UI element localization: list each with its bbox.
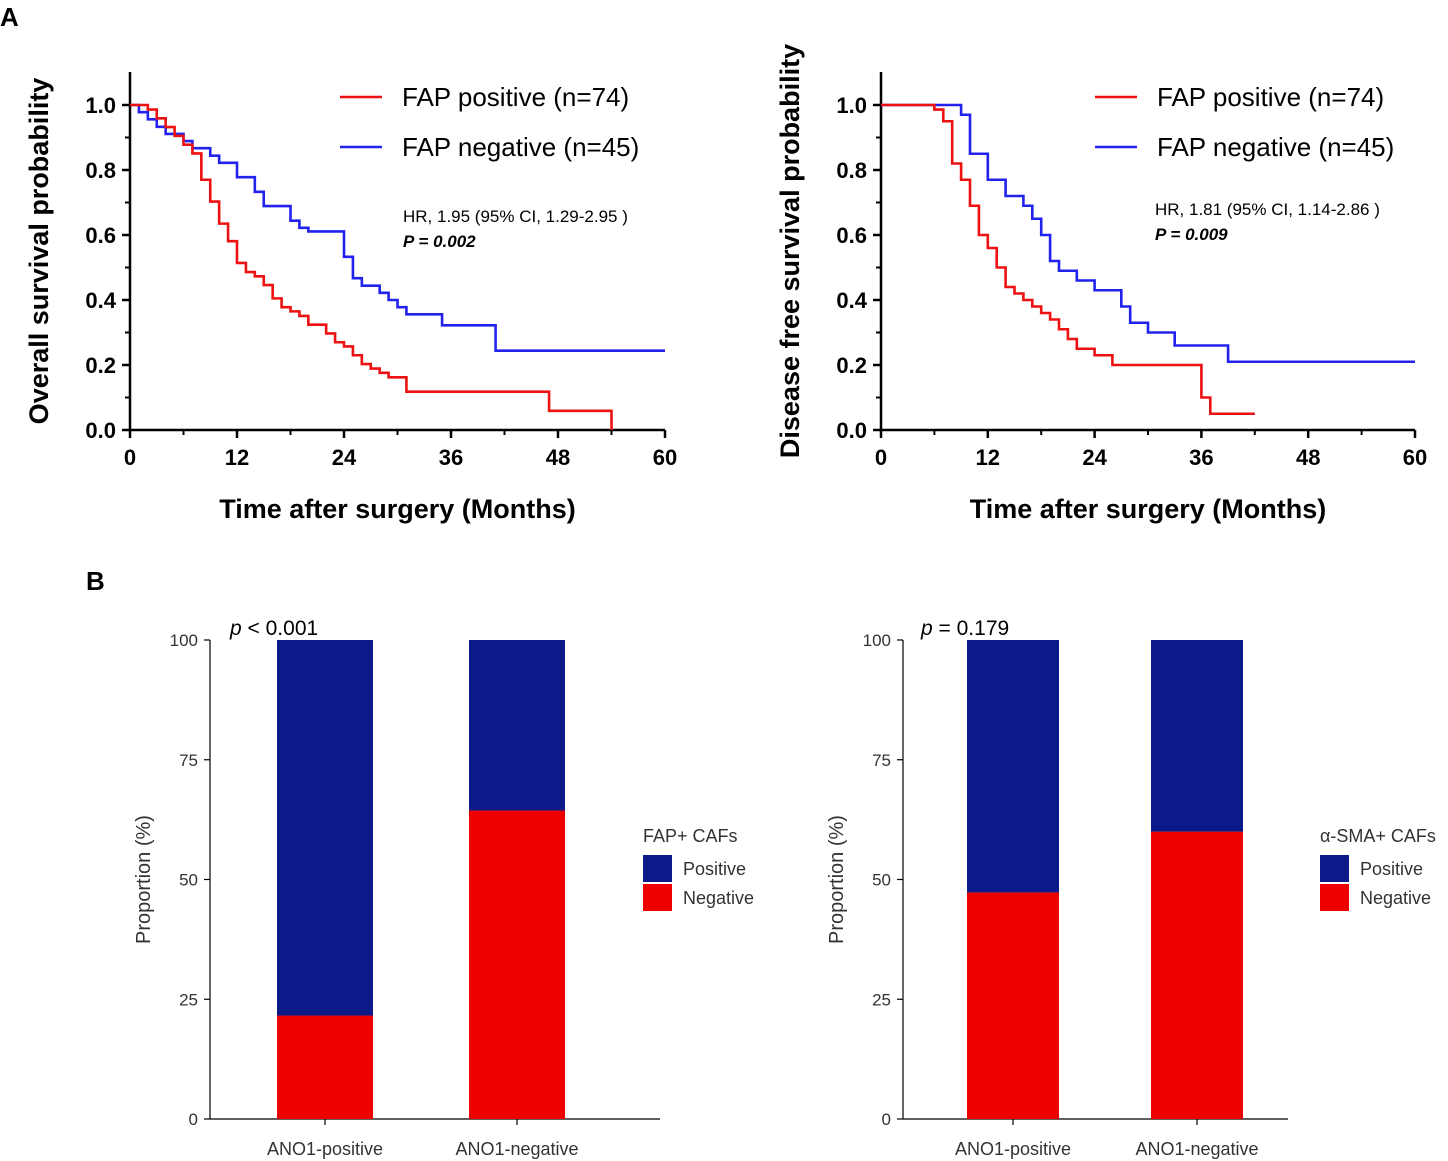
legend-swatch-negative	[643, 884, 672, 911]
bar-segment-positive	[469, 640, 565, 811]
x-tick-label: 36	[439, 445, 463, 470]
bar-segment-negative	[277, 1015, 373, 1119]
y-tick-label: 0.4	[836, 288, 867, 313]
legend-label: FAP positive (n=74)	[402, 82, 629, 112]
disease-free-survival-chart: 0.0 0.2 0.4 0.6 0.8 1.0 0 12 24 36 48 60 Time after …	[775, 44, 1427, 524]
y-tick-label: 0	[189, 1110, 198, 1129]
y-tick-label: 25	[179, 990, 198, 1009]
survival-curve-fap-negative	[130, 103, 665, 352]
y-tick-label: 100	[170, 631, 198, 650]
sma-caf-bar-chart: 0 25 50 75 100 Proportion (%) ANO1-positive ANO…	[826, 617, 1436, 1159]
x-tick-label: 24	[1082, 445, 1107, 470]
x-tick-label: ANO1-negative	[455, 1139, 578, 1159]
y-tick-label: 50	[872, 871, 891, 890]
x-tick-label: ANO1-positive	[955, 1139, 1071, 1159]
y-tick-label: 0.6	[85, 223, 116, 248]
y-tick-label: 0.8	[85, 158, 116, 183]
survival-curve-fap-positive	[130, 103, 613, 430]
legend-title: FAP+ CAFs	[643, 826, 738, 846]
y-axis-label: Overall survival probability	[24, 78, 54, 425]
y-tick-label: 0.2	[85, 353, 116, 378]
legend-label: Negative	[1360, 888, 1431, 908]
p-symbol: p	[920, 617, 933, 640]
y-tick-label: 0.0	[836, 418, 867, 443]
y-tick-label: 1.0	[836, 93, 867, 118]
p-value-text: p = 0.179	[920, 617, 1009, 640]
y-tick-label: 75	[872, 751, 891, 770]
x-tick-label: ANO1-negative	[1135, 1139, 1258, 1159]
bar-segment-negative	[967, 892, 1059, 1119]
y-tick-label: 0	[882, 1110, 891, 1129]
hazard-ratio-text: HR, 1.81 (95% CI, 1.14-2.86 )	[1155, 200, 1380, 219]
legend-label: Negative	[683, 888, 754, 908]
y-tick-label: 0.2	[836, 353, 867, 378]
y-tick-label: 100	[863, 631, 891, 650]
legend-label: Positive	[683, 859, 746, 879]
hazard-ratio-text: HR, 1.95 (95% CI, 1.29-2.95 )	[403, 207, 628, 226]
legend-swatch-negative	[1320, 884, 1349, 911]
bar-segment-positive	[967, 640, 1059, 893]
x-tick-label: 0	[124, 445, 136, 470]
y-axis-label: Disease free survival probability	[775, 44, 805, 458]
legend-label: FAP negative (n=45)	[402, 132, 639, 162]
legend-label: Positive	[1360, 859, 1423, 879]
y-tick-label: 0.8	[836, 158, 867, 183]
legend-label: FAP negative (n=45)	[1157, 132, 1394, 162]
y-tick-label: 0.6	[836, 223, 867, 248]
fap-caf-bar-chart: 0 25 50 75 100 Proportion (%) ANO1-positive ANO…	[133, 617, 754, 1159]
y-tick-label: 75	[179, 751, 198, 770]
bar-segment-negative	[469, 810, 565, 1119]
y-axis-label: Proportion (%)	[826, 815, 848, 944]
x-tick-label: 12	[225, 445, 249, 470]
x-tick-label: 0	[875, 445, 887, 470]
bar-segment-positive	[277, 640, 373, 1016]
legend-title: α-SMA+ CAFs	[1320, 826, 1436, 846]
legend-swatch-positive	[1320, 855, 1349, 882]
x-tick-label: 60	[1403, 445, 1427, 470]
bar-segment-positive	[1151, 640, 1243, 832]
legend-swatch-positive	[643, 855, 672, 882]
x-tick-label: 60	[653, 445, 677, 470]
y-axis-label: Proportion (%)	[133, 815, 155, 944]
y-tick-label: 25	[872, 990, 891, 1009]
x-tick-label: 48	[1296, 445, 1320, 470]
y-tick-label: 0.0	[85, 418, 116, 443]
survival-curve-fap-negative	[881, 103, 1415, 364]
p-symbol: p	[229, 617, 242, 640]
legend-label: FAP positive (n=74)	[1157, 82, 1384, 112]
y-tick-label: 1.0	[85, 93, 116, 118]
y-tick-label: 0.4	[85, 288, 116, 313]
survival-curve-fap-positive	[881, 103, 1255, 416]
panel-label-a: A	[0, 2, 19, 32]
x-tick-label: 36	[1189, 445, 1213, 470]
x-tick-label: 12	[976, 445, 1000, 470]
p-value-text: p < 0.001	[229, 617, 318, 640]
x-tick-label: 24	[332, 445, 357, 470]
p-value-text: P = 0.002	[403, 232, 476, 251]
x-tick-label: 48	[546, 445, 570, 470]
x-axis-label: Time after surgery (Months)	[219, 494, 576, 524]
x-tick-label: ANO1-positive	[267, 1139, 383, 1159]
p-value-text: P = 0.009	[1155, 225, 1228, 244]
y-tick-label: 50	[179, 871, 198, 890]
overall-survival-chart: 0.0 0.2 0.4 0.6 0.8 1.0 0 12 24 36 48 60 Time after …	[24, 72, 677, 524]
bar-segment-negative	[1151, 831, 1243, 1119]
p-value: < 0.001	[242, 617, 318, 640]
x-axis-label: Time after surgery (Months)	[970, 494, 1327, 524]
p-value: = 0.179	[933, 617, 1009, 640]
panel-label-b: B	[86, 566, 105, 596]
